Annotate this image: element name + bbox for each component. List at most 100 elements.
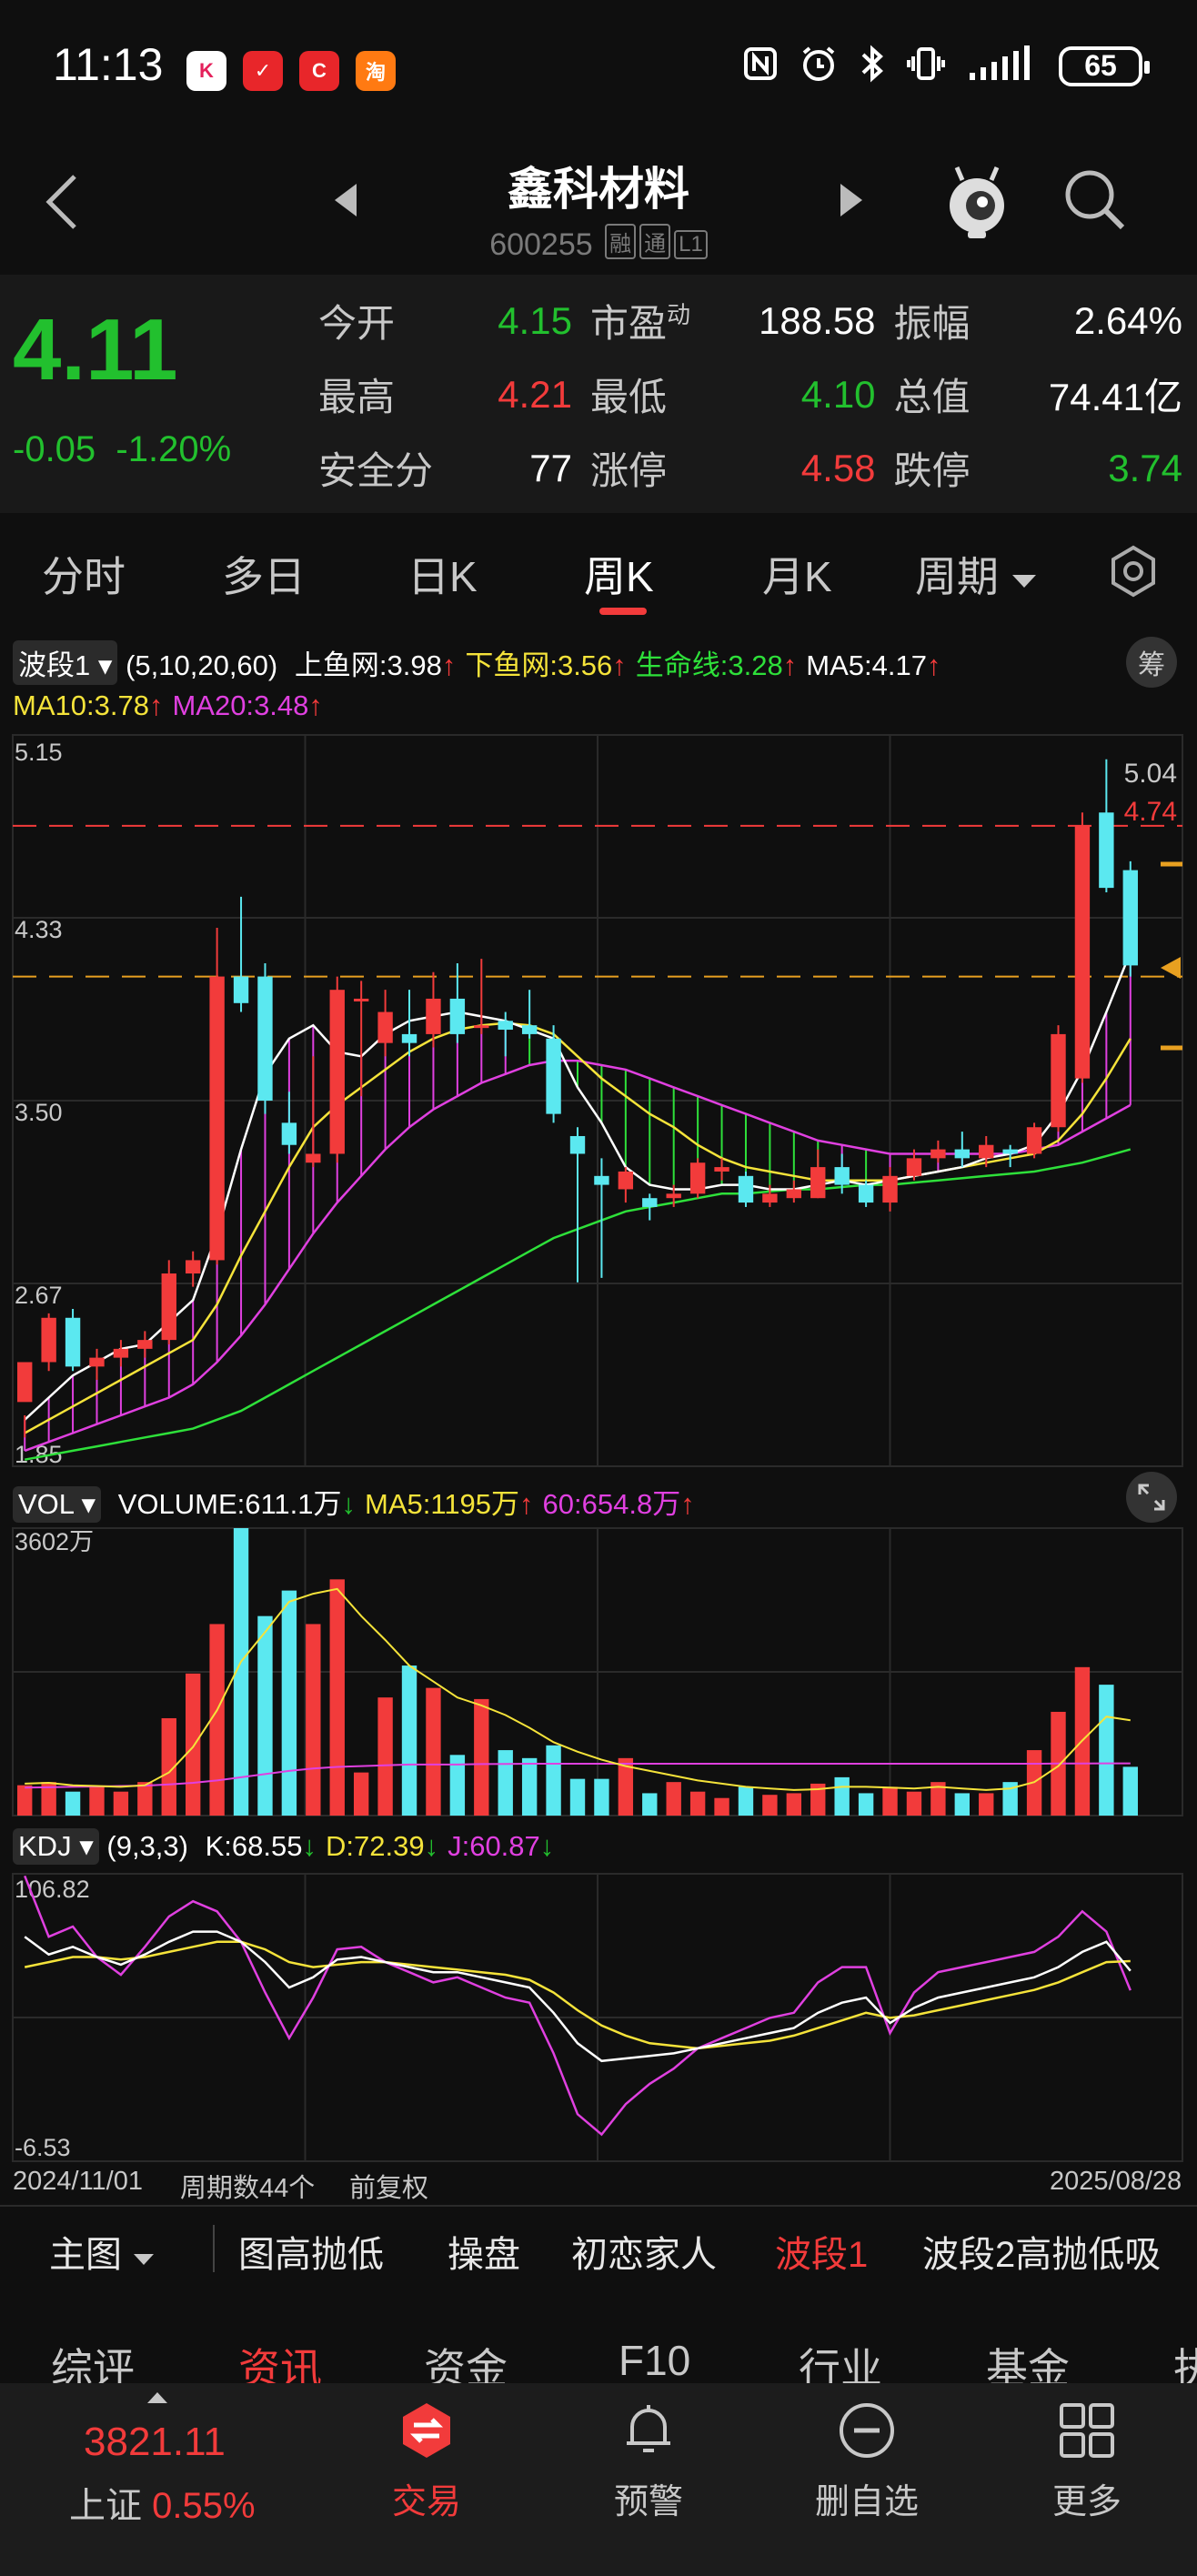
volume-bar bbox=[546, 1745, 561, 1816]
candle-body bbox=[738, 1175, 754, 1203]
indicator-chulian[interactable]: 初恋家人 bbox=[571, 2235, 717, 2275]
alarm-icon bbox=[799, 44, 839, 88]
caret-up-icon[interactable] bbox=[146, 2390, 169, 2410]
tab-zhouqi[interactable]: 周期 bbox=[915, 544, 1038, 604]
kdj-legend: KDJ ▾ (9,3,3) K:68.55↓ D:72.39↓ J:60.87↓ bbox=[13, 1828, 554, 1865]
chip-distribution-button[interactable]: 筹 bbox=[1126, 637, 1177, 688]
volume-ma5-series bbox=[25, 1587, 1131, 1791]
volume-bar bbox=[353, 1772, 369, 1816]
volume-bar bbox=[306, 1624, 321, 1816]
quote-value: 3.74 bbox=[1108, 446, 1182, 489]
candle-body bbox=[762, 1193, 778, 1203]
indicator-boduan1[interactable]: 波段1 bbox=[775, 2235, 869, 2275]
tab-rik[interactable]: 日K bbox=[407, 553, 478, 600]
index-value[interactable]: 3821.11 bbox=[84, 2420, 226, 2464]
main-indicator-select[interactable]: 波段1 ▾ bbox=[13, 640, 118, 685]
remove-watchlist-button[interactable]: 删自选 bbox=[799, 2401, 935, 2523]
volume-bar bbox=[1099, 1685, 1114, 1816]
period-count: 周期数44个 bbox=[180, 2174, 316, 2203]
kdj-min-label: -6.53 bbox=[15, 2134, 71, 2161]
stock-code: 600255 bbox=[489, 227, 593, 262]
kuaishou-app-icon: K bbox=[186, 51, 226, 91]
main-chart-select[interactable]: 主图 bbox=[49, 2225, 156, 2278]
kdj-j-series bbox=[24, 1875, 1132, 2137]
candle-body bbox=[113, 1348, 129, 1358]
main-legend-row1: 波段1 ▾ (5,10,20,60) 上鱼网:3.98↑ 下鱼网:3.56↑ 生命线… bbox=[13, 640, 940, 685]
stock-code-row: 600255 融通 L1 bbox=[0, 224, 1197, 263]
candle-body bbox=[65, 1317, 81, 1367]
candle-body bbox=[377, 1011, 393, 1043]
volume-ma60-series bbox=[25, 1762, 1131, 1789]
tab-f10[interactable]: F10 bbox=[619, 2337, 691, 2384]
candle-body bbox=[546, 1038, 561, 1114]
quote-value: 4.58 bbox=[800, 446, 876, 489]
trade-button[interactable]: 交易 bbox=[358, 2401, 495, 2523]
volume-bar bbox=[449, 1755, 466, 1816]
settings-hexagon-icon[interactable] bbox=[1106, 544, 1161, 603]
bell-icon bbox=[627, 2405, 670, 2452]
quote-label: 跌停 bbox=[893, 449, 971, 492]
tab-duori[interactable]: 多日 bbox=[222, 553, 306, 600]
quote-value: 4.10 bbox=[800, 372, 876, 416]
candle-body bbox=[1051, 1033, 1066, 1128]
c-app-icon: C bbox=[299, 51, 339, 91]
battery-icon: 65 bbox=[1059, 45, 1150, 86]
vol-indicator-select[interactable]: VOL ▾ bbox=[13, 1486, 102, 1523]
indicator-toolbar bbox=[0, 2205, 1197, 2294]
status-bar: 11:13 K ✓ C 淘 65 bbox=[0, 0, 1197, 136]
tab-yuek[interactable]: 月K bbox=[762, 553, 832, 600]
candle-body bbox=[689, 1162, 706, 1194]
legend-item: MA10:3.78↑ bbox=[13, 689, 164, 721]
legend-item: VOLUME:611.1万↓ bbox=[117, 1488, 357, 1520]
volume-bar bbox=[377, 1697, 393, 1816]
volume-bar bbox=[1122, 1766, 1138, 1816]
system-icons: 65 bbox=[742, 44, 1150, 88]
volume-bar bbox=[1002, 1782, 1018, 1816]
y-axis-label: 5.15 bbox=[15, 739, 63, 766]
volume-bar bbox=[642, 1793, 658, 1816]
candle-body bbox=[882, 1175, 898, 1203]
grid-icon bbox=[1060, 2403, 1114, 2458]
indicator-caopan[interactable]: 操盘 bbox=[448, 2235, 520, 2275]
volume-bar bbox=[786, 1793, 802, 1816]
indicator-gaopaodi[interactable]: 图高抛低 bbox=[238, 2235, 384, 2275]
quote-label: 最低 bbox=[589, 376, 667, 418]
start-date: 2024/11/01 bbox=[13, 2167, 143, 2196]
candle-body bbox=[137, 1340, 153, 1349]
bottom-nav bbox=[0, 2383, 1197, 2576]
legend-item: 生命线:3.28↑ bbox=[635, 649, 798, 681]
quote-value: 4.15 bbox=[498, 298, 572, 342]
more-button[interactable]: 更多 bbox=[1019, 2401, 1155, 2523]
candle-body bbox=[810, 1167, 826, 1199]
expand-icon bbox=[1138, 1484, 1165, 1511]
candle-body bbox=[257, 976, 273, 1101]
tab-zhouk[interactable]: 周K bbox=[584, 553, 654, 600]
next-stock-icon[interactable] bbox=[839, 184, 862, 221]
level-tag: L1 bbox=[674, 230, 708, 259]
bluetooth-icon bbox=[859, 44, 886, 88]
search-icon[interactable] bbox=[1061, 166, 1128, 237]
active-tab-underline bbox=[599, 608, 647, 615]
minus-circle-icon bbox=[840, 2403, 894, 2458]
margin-tag: 融 bbox=[605, 224, 637, 259]
candle-body bbox=[1026, 1127, 1042, 1154]
tab-fenshi[interactable]: 分时 bbox=[42, 553, 126, 600]
current-price-arrow-icon bbox=[1161, 957, 1181, 979]
index-info[interactable]: 上证 0.55% bbox=[69, 2476, 256, 2529]
prev-stock-icon[interactable] bbox=[335, 184, 358, 221]
index-name: 上证 bbox=[69, 2486, 142, 2526]
caret-down-icon bbox=[134, 2254, 155, 2265]
alert-button[interactable]: 预警 bbox=[580, 2401, 717, 2523]
kdj-indicator-select[interactable]: KDJ ▾ bbox=[13, 1828, 99, 1865]
main-params: (5,10,20,60) bbox=[126, 649, 278, 681]
back-icon[interactable] bbox=[44, 173, 80, 236]
candle-body bbox=[353, 998, 369, 1001]
legend-item: 60:654.8万↑ bbox=[542, 1488, 695, 1520]
robot-assistant-icon[interactable] bbox=[942, 162, 1011, 245]
quote-grid: 今开 4.15 市盈动 188.58 振幅 2.64% 最高 4.21 最低 4.10 总值 74.4… bbox=[318, 284, 1182, 505]
candle-body bbox=[714, 1167, 729, 1172]
volume-bar bbox=[858, 1793, 874, 1816]
expand-chart-button[interactable] bbox=[1126, 1472, 1177, 1523]
indicator-boduan2[interactable]: 波段2高抛低吸 bbox=[922, 2235, 1162, 2275]
kline-chart-area[interactable]: 5.154.333.502.671.855.044.743602万106.82-… bbox=[0, 0, 1197, 2205]
